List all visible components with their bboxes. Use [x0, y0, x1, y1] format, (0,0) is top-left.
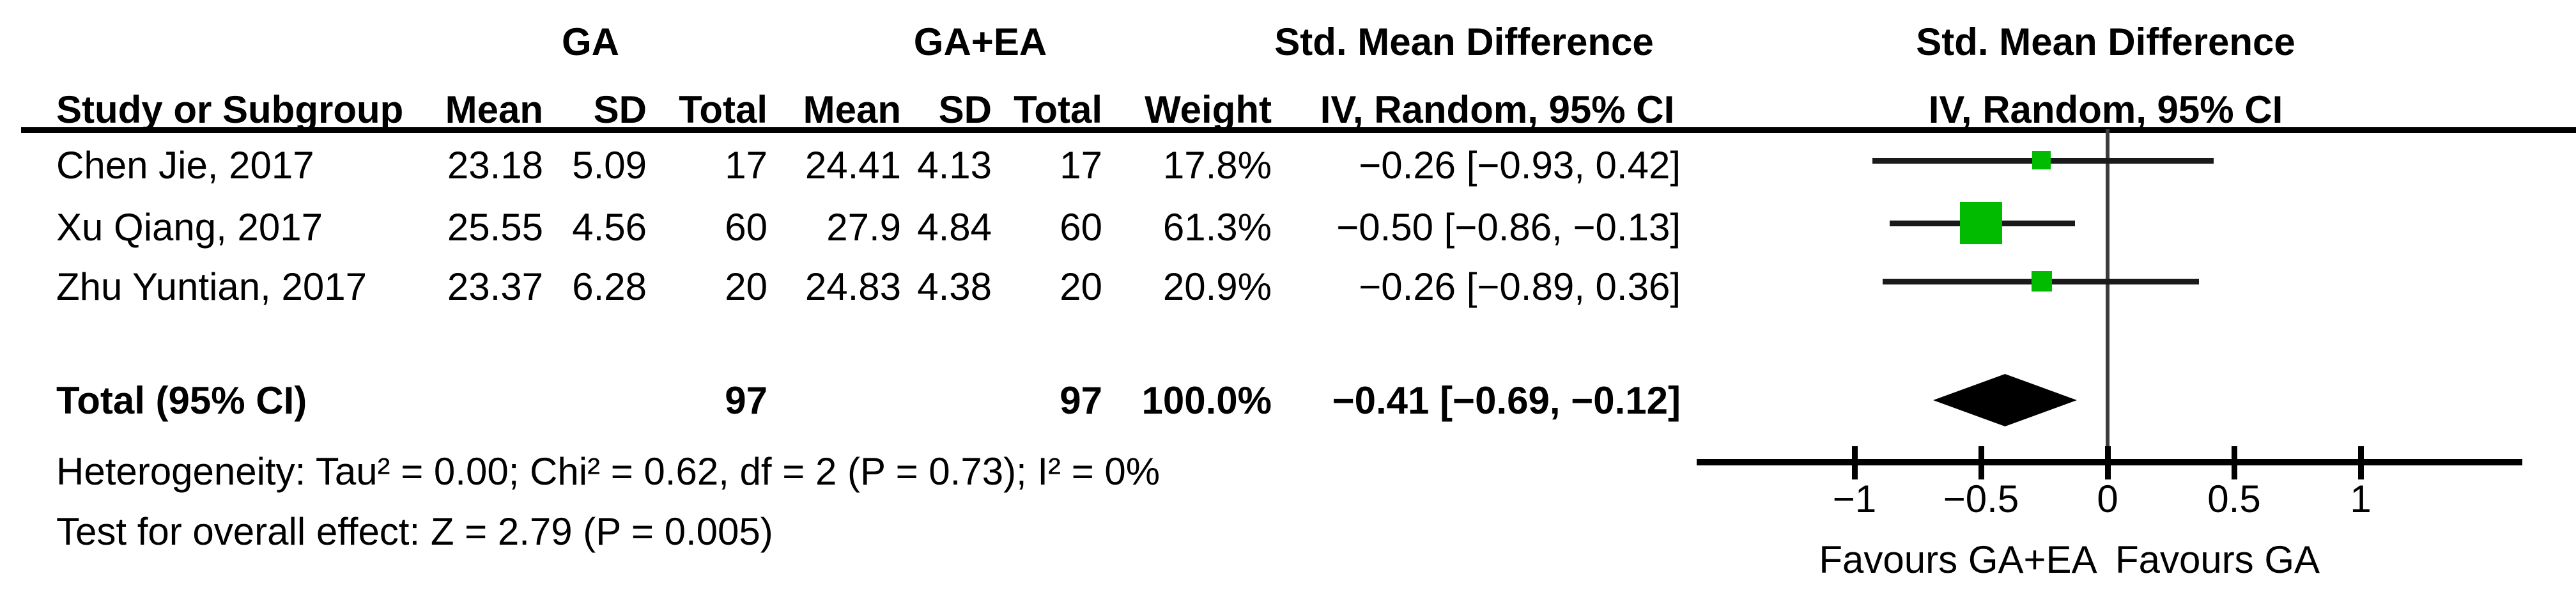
group2-header: GA+EA — [913, 20, 1047, 63]
axis-tick-label: −0.5 — [1943, 478, 2019, 520]
col-header-ci-right: IV, Random, 95% CI — [1928, 88, 2283, 131]
effect-square — [2032, 271, 2052, 292]
axis-tick-label: 0.5 — [2207, 478, 2261, 520]
row-ci-text: −0.26 [−0.89, 0.36] — [1359, 265, 1681, 308]
row-weight: 17.8% — [1162, 144, 1272, 187]
row-ci-text: −0.26 [−0.93, 0.42] — [1359, 144, 1681, 187]
axis-tick — [1852, 446, 1858, 479]
row-total1: 20 — [725, 265, 767, 308]
effect-header-left: Std. Mean Difference — [1274, 20, 1654, 63]
total-n2: 97 — [1060, 379, 1102, 422]
header-divider — [21, 127, 2576, 133]
col-header-total2: Total — [1014, 88, 1102, 131]
row-sd2: 4.38 — [917, 265, 992, 308]
effect-square — [1960, 202, 2002, 244]
total-n1: 97 — [725, 379, 767, 422]
row-weight: 20.9% — [1162, 265, 1272, 308]
row-study-name: Xu Qiang, 2017 — [56, 206, 323, 249]
row-mean1: 23.37 — [447, 265, 543, 308]
col-header-mean1: Mean — [445, 88, 543, 131]
col-header-weight: Weight — [1145, 88, 1272, 131]
favours-left-label: Favours GA+EA — [1819, 538, 2097, 581]
col-header-study: Study or Subgroup — [56, 88, 404, 131]
row-mean2: 27.9 — [826, 206, 901, 249]
row-mean1: 23.18 — [447, 144, 543, 187]
overall-diamond — [1933, 374, 2077, 426]
axis-tick — [2105, 446, 2111, 479]
row-ci-text: −0.50 [−0.86, −0.13] — [1336, 206, 1681, 249]
axis-tick-label: 1 — [2350, 478, 2372, 520]
col-header-sd1: SD — [593, 88, 647, 131]
favours-right-label: Favours GA — [2115, 538, 2320, 581]
row-mean2: 24.83 — [805, 265, 901, 308]
zero-line — [2106, 129, 2109, 465]
row-total2: 17 — [1060, 144, 1102, 187]
row-total2: 60 — [1060, 206, 1102, 249]
row-total1: 60 — [725, 206, 767, 249]
row-total2: 20 — [1060, 265, 1102, 308]
effect-header-right: Std. Mean Difference — [1916, 20, 2295, 63]
effect-square — [2032, 151, 2051, 169]
total-label: Total (95% CI) — [56, 379, 307, 422]
heterogeneity-note: Heterogeneity: Tau² = 0.00; Chi² = 0.62,… — [56, 450, 1161, 493]
total-ci-text: −0.41 [−0.69, −0.12] — [1332, 379, 1681, 422]
col-header-total1: Total — [679, 88, 767, 131]
axis-tick — [2232, 446, 2237, 479]
row-sd1: 5.09 — [572, 144, 647, 187]
row-mean2: 24.41 — [805, 144, 901, 187]
axis-tick — [1978, 446, 1984, 479]
row-sd2: 4.84 — [917, 206, 992, 249]
row-weight: 61.3% — [1162, 206, 1272, 249]
row-mean1: 25.55 — [447, 206, 543, 249]
col-header-sd2: SD — [938, 88, 992, 131]
col-header-ci-left: IV, Random, 95% CI — [1320, 88, 1675, 131]
axis-tick — [2358, 446, 2364, 479]
col-header-mean2: Mean — [803, 88, 901, 131]
row-total1: 17 — [725, 144, 767, 187]
overall-effect-note: Test for overall effect: Z = 2.79 (P = 0… — [56, 510, 773, 553]
total-weight: 100.0% — [1141, 379, 1272, 422]
axis-tick-label: 0 — [2097, 478, 2118, 520]
row-study-name: Chen Jie, 2017 — [56, 144, 314, 187]
row-sd1: 6.28 — [572, 265, 647, 308]
row-sd1: 4.56 — [572, 206, 647, 249]
group1-header: GA — [562, 20, 619, 63]
row-study-name: Zhu Yuntian, 2017 — [56, 265, 367, 308]
axis-tick-label: −1 — [1832, 478, 1877, 520]
row-sd2: 4.13 — [917, 144, 992, 187]
